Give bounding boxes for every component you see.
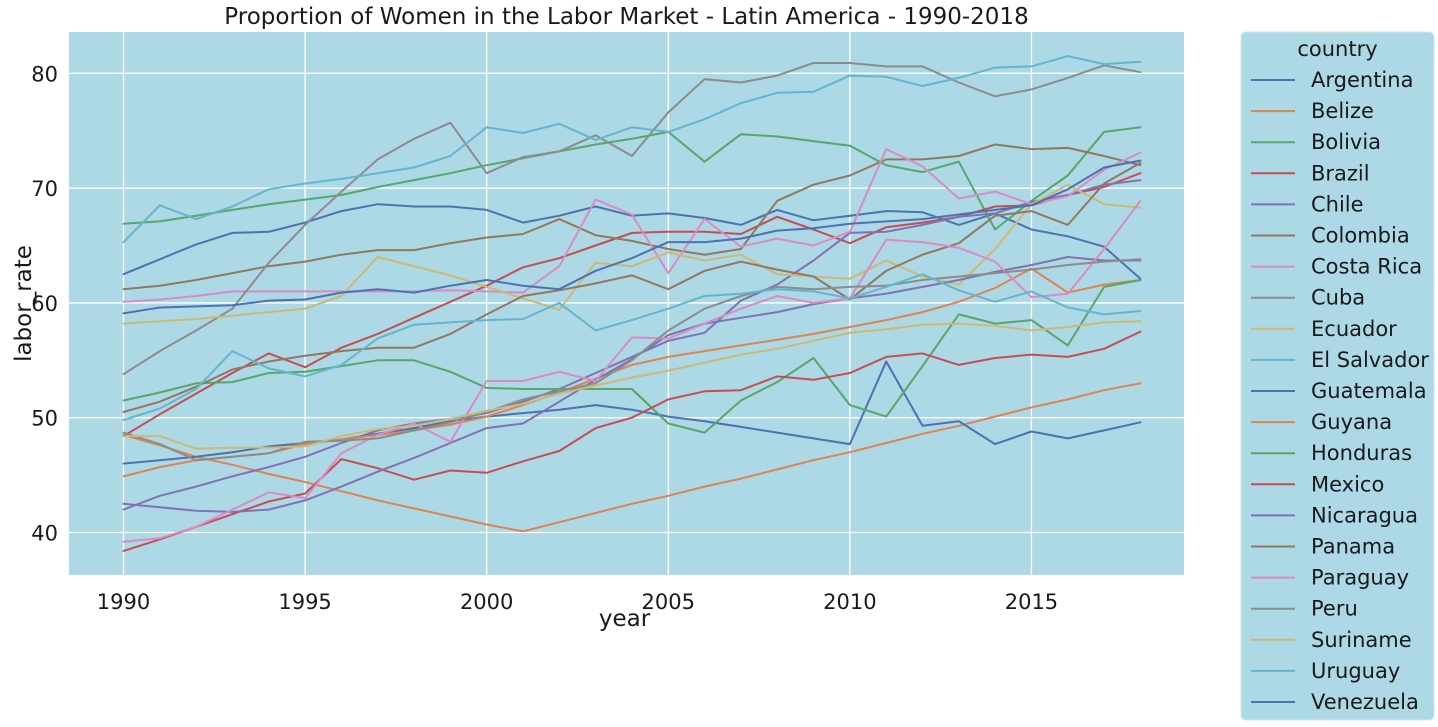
x-tick-label: 1995	[278, 590, 331, 614]
series-line-honduras	[122, 279, 1142, 434]
legend-label-belize: Belize	[1311, 99, 1374, 123]
legend-label-paraguay: Paraguay	[1311, 566, 1409, 590]
x-tick-label: 2005	[642, 590, 695, 614]
series-line-el-salvador	[122, 55, 1142, 244]
legend-label-brazil: Brazil	[1311, 161, 1370, 185]
legend-label-cuba: Cuba	[1311, 286, 1365, 310]
y-tick-label: 80	[31, 62, 58, 86]
legend-label-peru: Peru	[1311, 597, 1358, 621]
series-line-belize	[122, 382, 1142, 533]
legend-label-el-salvador: El Salvador	[1311, 348, 1429, 372]
legend-label-guyana: Guyana	[1311, 410, 1392, 434]
x-axis-label: year	[599, 606, 651, 632]
series-line-colombia	[122, 143, 1142, 291]
y-tick-label: 70	[31, 177, 58, 201]
legend: country Argentina Belize Bolivia Brazil Chile…	[1240, 31, 1435, 721]
legend-label-ecuador: Ecuador	[1311, 317, 1397, 341]
series-line-bolivia	[122, 126, 1142, 231]
legend-label-colombia: Colombia	[1311, 224, 1410, 248]
legend-label-venezuela: Venezuela	[1311, 690, 1419, 714]
x-tick-label: 2015	[1005, 590, 1058, 614]
y-tick-label: 60	[31, 292, 58, 316]
series-line-chile	[122, 179, 1142, 511]
series-line-ecuador	[122, 183, 1142, 325]
chart-title: Proportion of Women in the Labor Market …	[224, 4, 1028, 30]
legend-label-honduras: Honduras	[1311, 441, 1412, 465]
legend-label-suriname: Suriname	[1311, 628, 1412, 652]
series-line-paraguay	[122, 199, 1142, 543]
series-line-costa-rica	[122, 148, 1142, 303]
legend-label-panama: Panama	[1311, 535, 1395, 559]
series-line-peru	[122, 258, 1142, 462]
series-line-cuba	[122, 62, 1142, 376]
series-line-venezuela	[122, 159, 1142, 315]
x-tick-label: 2010	[823, 590, 876, 614]
legend-label-chile: Chile	[1311, 192, 1364, 216]
series-line-suriname	[122, 320, 1142, 450]
series-line-guatemala	[122, 360, 1142, 465]
legend-label-argentina: Argentina	[1311, 68, 1413, 92]
y-axis-label: labor_rate	[11, 245, 37, 362]
series-line-uruguay	[122, 273, 1142, 421]
plot-area: 1990 1995 2000 2005 2010 2015 40 50 60 70 80 year la…	[11, 4, 1184, 632]
legend-label-guatemala: Guatemala	[1311, 379, 1427, 403]
legend-label-mexico: Mexico	[1311, 472, 1384, 496]
legend-label-bolivia: Bolivia	[1311, 130, 1381, 154]
y-tick-label: 40	[31, 522, 58, 546]
y-tick-label: 50	[31, 407, 58, 431]
series-line-panama	[122, 161, 1142, 413]
legend-label-costa-rica: Costa Rica	[1311, 255, 1422, 279]
legend-label-nicaragua: Nicaragua	[1311, 503, 1418, 527]
x-tick-label: 1990	[97, 590, 150, 614]
x-tick-label: 2000	[460, 590, 513, 614]
legend-title: country	[1297, 37, 1377, 61]
legend-label-uruguay: Uruguay	[1311, 659, 1400, 683]
